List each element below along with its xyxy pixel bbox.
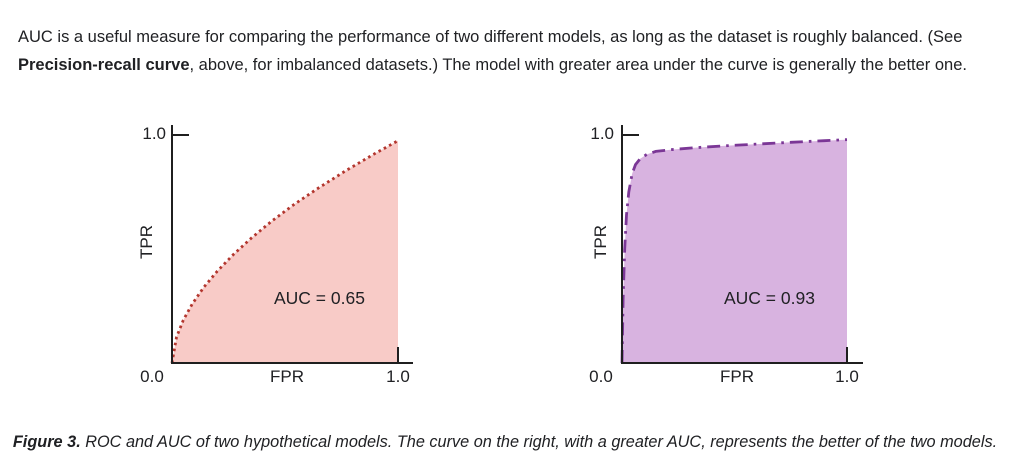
roc-curve-left (170, 139, 399, 364)
intro-line1: AUC is a useful measure for comparing th… (18, 27, 963, 46)
left-ylabel-tpr: TPR (137, 225, 156, 259)
roc-curve-right (620, 138, 848, 364)
figure-caption-text: ROC and AUC of two hypothetical models. … (80, 433, 998, 452)
roc-chart-left (170, 125, 413, 364)
precision-recall-term: Precision-recall curve (18, 55, 190, 74)
figure-caption-label: Figure 3. (12, 433, 81, 452)
roc-area-fill-right (622, 139, 847, 363)
right-xtick-1.0: 1.0 (835, 367, 859, 386)
figure-caption: Figure 3. ROC and AUC of two hypothetica… (0, 433, 1010, 452)
right-ytick-1.0: 1.0 (590, 124, 614, 143)
roc-chart-right (620, 125, 863, 364)
left-xtick-0.0: 0.0 (140, 367, 164, 386)
right-ylabel-tpr: TPR (591, 225, 610, 259)
roc-area-fill-left (172, 140, 398, 363)
left-auc-annotation: AUC = 0.65 (274, 288, 365, 308)
right-xlabel-fpr: FPR (720, 367, 754, 386)
left-xtick-1.0: 1.0 (386, 367, 410, 386)
left-xlabel-fpr: FPR (270, 367, 304, 386)
intro-line2: , above, for imbalanced datasets.) The m… (189, 55, 967, 74)
intro-paragraph: AUC is a useful measure for comparing th… (18, 23, 993, 79)
right-auc-annotation: AUC = 0.93 (724, 288, 815, 308)
left-ytick-1.0: 1.0 (142, 124, 166, 143)
right-xtick-0.0: 0.0 (589, 367, 613, 386)
